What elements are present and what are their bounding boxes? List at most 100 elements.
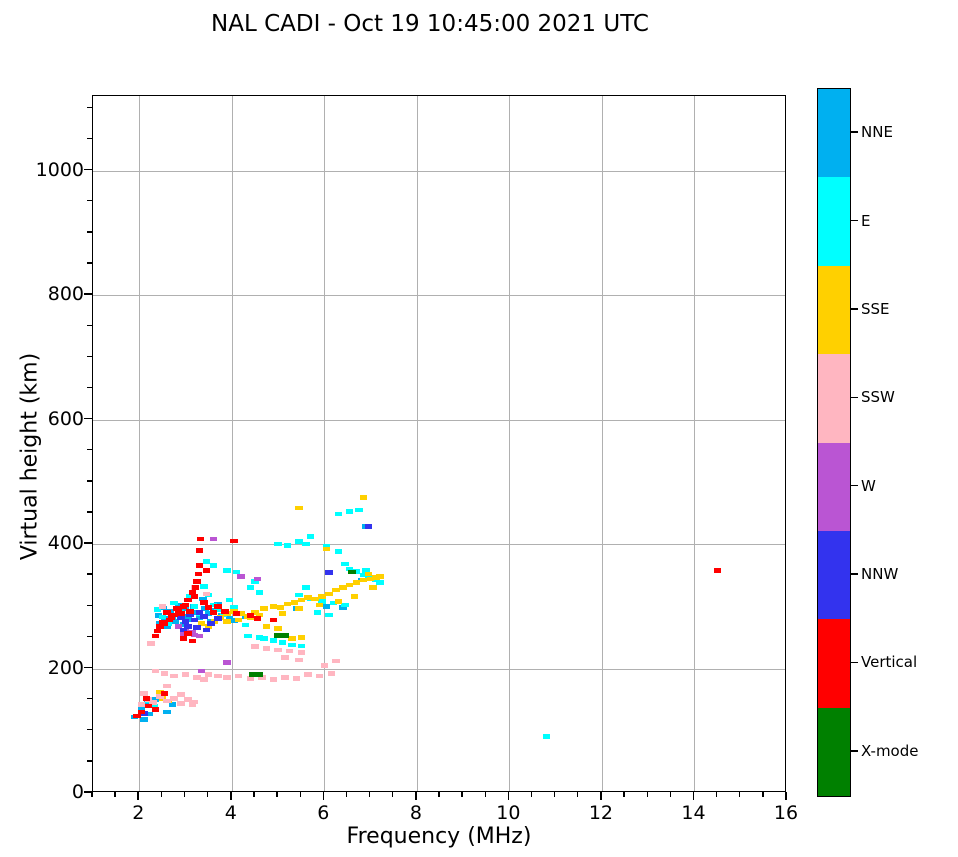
echo-pixel <box>186 608 194 614</box>
echo-pixel <box>219 612 228 618</box>
echo-pixel <box>260 636 268 641</box>
colorbar-segment-ssw[interactable] <box>818 354 850 443</box>
echo-pixel <box>193 674 201 680</box>
echo-pixel <box>353 569 361 574</box>
echo-pixel <box>255 635 264 640</box>
echo-pixel <box>318 599 326 604</box>
echo-pixel <box>174 608 183 614</box>
echo-pixel <box>241 622 250 628</box>
echo-pixel <box>244 633 252 639</box>
echo-pixel <box>199 596 207 602</box>
colorbar-segment-vertical[interactable] <box>818 619 850 708</box>
y-tick-label: 200 <box>47 656 84 679</box>
colorbar-tick <box>851 573 858 575</box>
x-tick-major <box>785 792 787 800</box>
colorbar-segment-e[interactable] <box>818 177 850 266</box>
echo-pixel <box>311 596 319 602</box>
colorbar-segment-sse[interactable] <box>818 265 850 355</box>
echo-pixel <box>260 606 268 612</box>
echo-pixel <box>288 636 296 641</box>
echo-pixel <box>269 617 278 623</box>
echo-pixel <box>255 590 264 595</box>
echo-pixel <box>376 580 384 585</box>
echo-pixel <box>214 601 222 607</box>
echo-pixel <box>179 636 187 641</box>
y-tick-minor <box>87 324 92 326</box>
echo-pixel <box>329 600 338 606</box>
colorbar-segment-w[interactable] <box>818 442 850 531</box>
echo-pixel <box>200 600 208 605</box>
x-tick-major <box>507 792 510 800</box>
echo-pixel <box>269 604 278 609</box>
x-tick-major <box>137 792 140 800</box>
y-tick-major <box>84 791 92 793</box>
echo-pixel <box>366 576 375 582</box>
echo-pixel <box>196 536 205 542</box>
x-tick-minor <box>183 792 186 797</box>
echo-pixel <box>230 618 238 623</box>
x-tick-label: 14 <box>681 802 706 824</box>
echo-pixel <box>225 615 234 621</box>
plot-area <box>92 95 786 792</box>
echo-pixel <box>302 541 310 547</box>
y-tick-minor <box>87 355 92 358</box>
echo-pixel <box>140 717 148 722</box>
echo-pixel <box>170 673 178 679</box>
echo-pixel <box>184 697 192 702</box>
echo-pixel <box>304 672 312 678</box>
echo-pixel <box>181 672 190 678</box>
echo-pixel <box>274 633 282 638</box>
echo-pixel <box>339 605 347 610</box>
echo-pixel <box>170 696 178 701</box>
echo-pixel <box>348 569 356 575</box>
gridline-vertical <box>139 96 141 791</box>
x-tick-minor <box>669 792 672 797</box>
echo-pixel <box>154 607 162 612</box>
colorbar-label-x-mode: X-mode <box>861 741 919 760</box>
echo-pixel <box>327 671 335 676</box>
colorbar-segment-x-mode[interactable] <box>818 707 850 796</box>
colorbar-label-nne: NNE <box>861 123 893 142</box>
echo-pixel <box>362 567 370 573</box>
colorbar-segment-nne[interactable] <box>818 89 850 178</box>
echo-pixel <box>341 561 349 567</box>
echo-pixel <box>179 604 187 609</box>
x-tick-label: 6 <box>317 802 330 824</box>
gridline-vertical <box>601 96 603 791</box>
echo-pixel <box>161 621 169 627</box>
echo-pixel <box>278 640 287 645</box>
x-tick-minor <box>392 792 394 797</box>
echo-pixel <box>359 495 368 500</box>
echo-pixel <box>214 604 222 609</box>
azimuth-colorbar[interactable] <box>817 88 851 797</box>
echo-pixel <box>334 511 342 517</box>
echo-pixel <box>369 585 377 590</box>
y-tick-minor <box>87 106 92 109</box>
echo-pixel <box>210 618 218 624</box>
echo-pixel <box>167 608 175 614</box>
x-tick-minor <box>91 792 93 797</box>
echo-pixel <box>223 567 231 573</box>
echo-pixel <box>255 612 264 618</box>
echo-pixel <box>188 638 197 644</box>
echo-pixel <box>269 677 278 683</box>
colorbar-segment-nnw[interactable] <box>818 530 850 620</box>
echo-pixel <box>274 647 282 653</box>
echo-pixel <box>235 617 243 623</box>
echo-pixel <box>302 585 310 590</box>
y-axis-labels: 0 200 400 600 800 1000 <box>0 0 84 857</box>
echo-pixel <box>151 633 160 639</box>
x-tick-major <box>692 792 695 800</box>
echo-pixel <box>170 612 178 618</box>
y-tick-minor <box>87 760 92 762</box>
y-tick-minor <box>87 729 92 731</box>
echo-pixel <box>306 534 315 539</box>
echo-pixel <box>283 601 291 607</box>
colorbar-tick <box>851 750 858 752</box>
echo-pixel <box>318 594 326 599</box>
echo-pixel <box>171 618 180 624</box>
echo-pixel <box>163 698 171 704</box>
echo-pixel <box>304 595 312 600</box>
echo-pixel <box>316 602 324 608</box>
echo-pixel <box>154 628 162 634</box>
